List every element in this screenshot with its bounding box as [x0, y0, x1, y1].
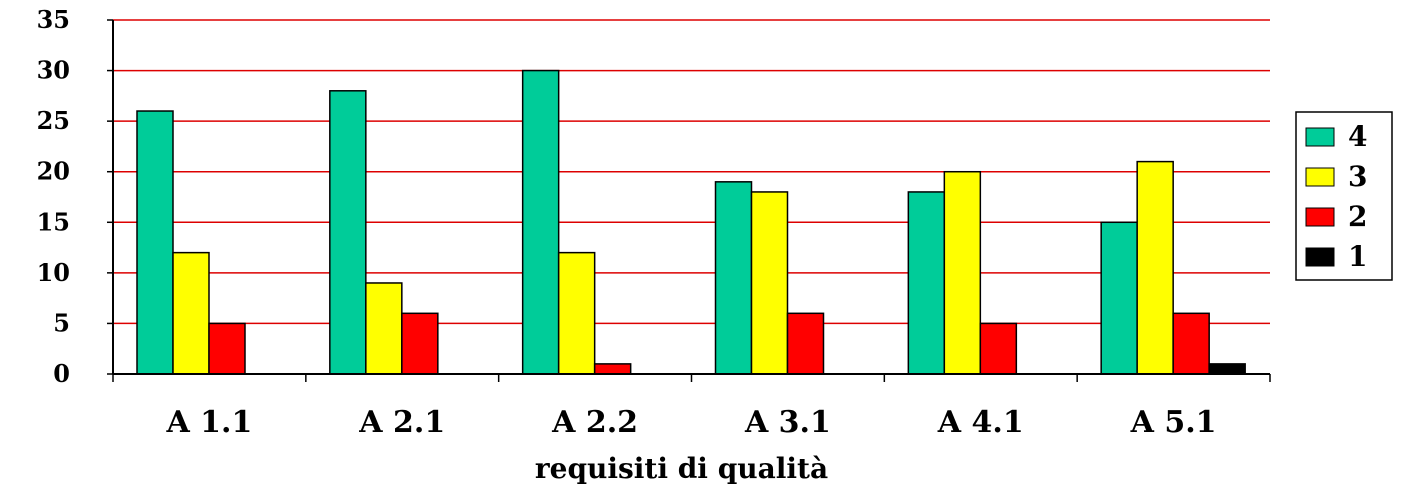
bar-A4-1-series-2: [979, 322, 1018, 375]
bar-A5-1-series-3: [1136, 160, 1174, 375]
bar-A3-1-series-4: [714, 181, 753, 375]
bar-A2-1-series-2: [401, 312, 439, 375]
bar-A2-1-series-4: [329, 90, 367, 375]
bar-A1-1-series-2: [208, 322, 246, 375]
bars: [136, 69, 1246, 375]
category-label: A 2.2: [551, 405, 638, 440]
category-labels: A 1.1 A 2.1 A 2.2 A 3.1 A 4.1 A 5.1: [165, 405, 1216, 440]
bar-A2-2-series-2: [593, 363, 632, 375]
category-label: A 2.1: [358, 405, 445, 440]
y-tick-label: 5: [53, 308, 70, 337]
bar-A2-2-series-4: [521, 69, 560, 375]
y-tick-label: 20: [37, 157, 70, 186]
axes: [107, 19, 1271, 382]
bar-A3-1-series-3: [750, 191, 789, 375]
legend-label-1: 1: [1348, 240, 1367, 273]
bar-A2-1-series-3: [365, 282, 403, 375]
bar-A1-1-series-3: [172, 251, 210, 375]
legend: 4 3 2 1: [1295, 111, 1393, 281]
legend-label-4: 4: [1348, 120, 1367, 153]
category-label: A 5.1: [1130, 405, 1217, 440]
y-tick-label: 25: [37, 106, 70, 135]
legend-swatch-3: [1305, 167, 1335, 187]
bar-A5-1-series-2: [1172, 312, 1210, 375]
legend-swatch-2: [1305, 207, 1335, 227]
x-axis-title: requisiti di qualità: [535, 452, 828, 485]
bar-A5-1-series-1: [1208, 363, 1246, 375]
y-tick-label: 30: [37, 56, 70, 85]
legend-swatch-4: [1305, 127, 1335, 147]
bar-A4-1-series-4: [907, 191, 946, 375]
bar-A2-2-series-3: [557, 251, 596, 375]
category-label: A 3.1: [744, 405, 831, 440]
y-tick-labels: 0 5 10 15 20 25 30 35: [37, 5, 70, 388]
category-label: A 4.1: [937, 405, 1024, 440]
bar-A3-1-series-2: [786, 312, 825, 375]
gridlines: [113, 19, 1270, 325]
legend-label-3: 3: [1348, 160, 1367, 193]
y-tick-label: 10: [37, 258, 70, 287]
y-tick-label: 35: [37, 5, 70, 34]
bar-A1-1-series-4: [136, 110, 174, 375]
bar-A5-1-series-4: [1100, 221, 1138, 375]
y-tick-label: 15: [37, 207, 70, 236]
bar-A4-1-series-3: [943, 170, 982, 375]
y-tick-label: 0: [53, 359, 70, 388]
legend-label-2: 2: [1348, 200, 1367, 233]
category-label: A 1.1: [165, 405, 252, 440]
legend-swatch-1: [1305, 247, 1335, 267]
